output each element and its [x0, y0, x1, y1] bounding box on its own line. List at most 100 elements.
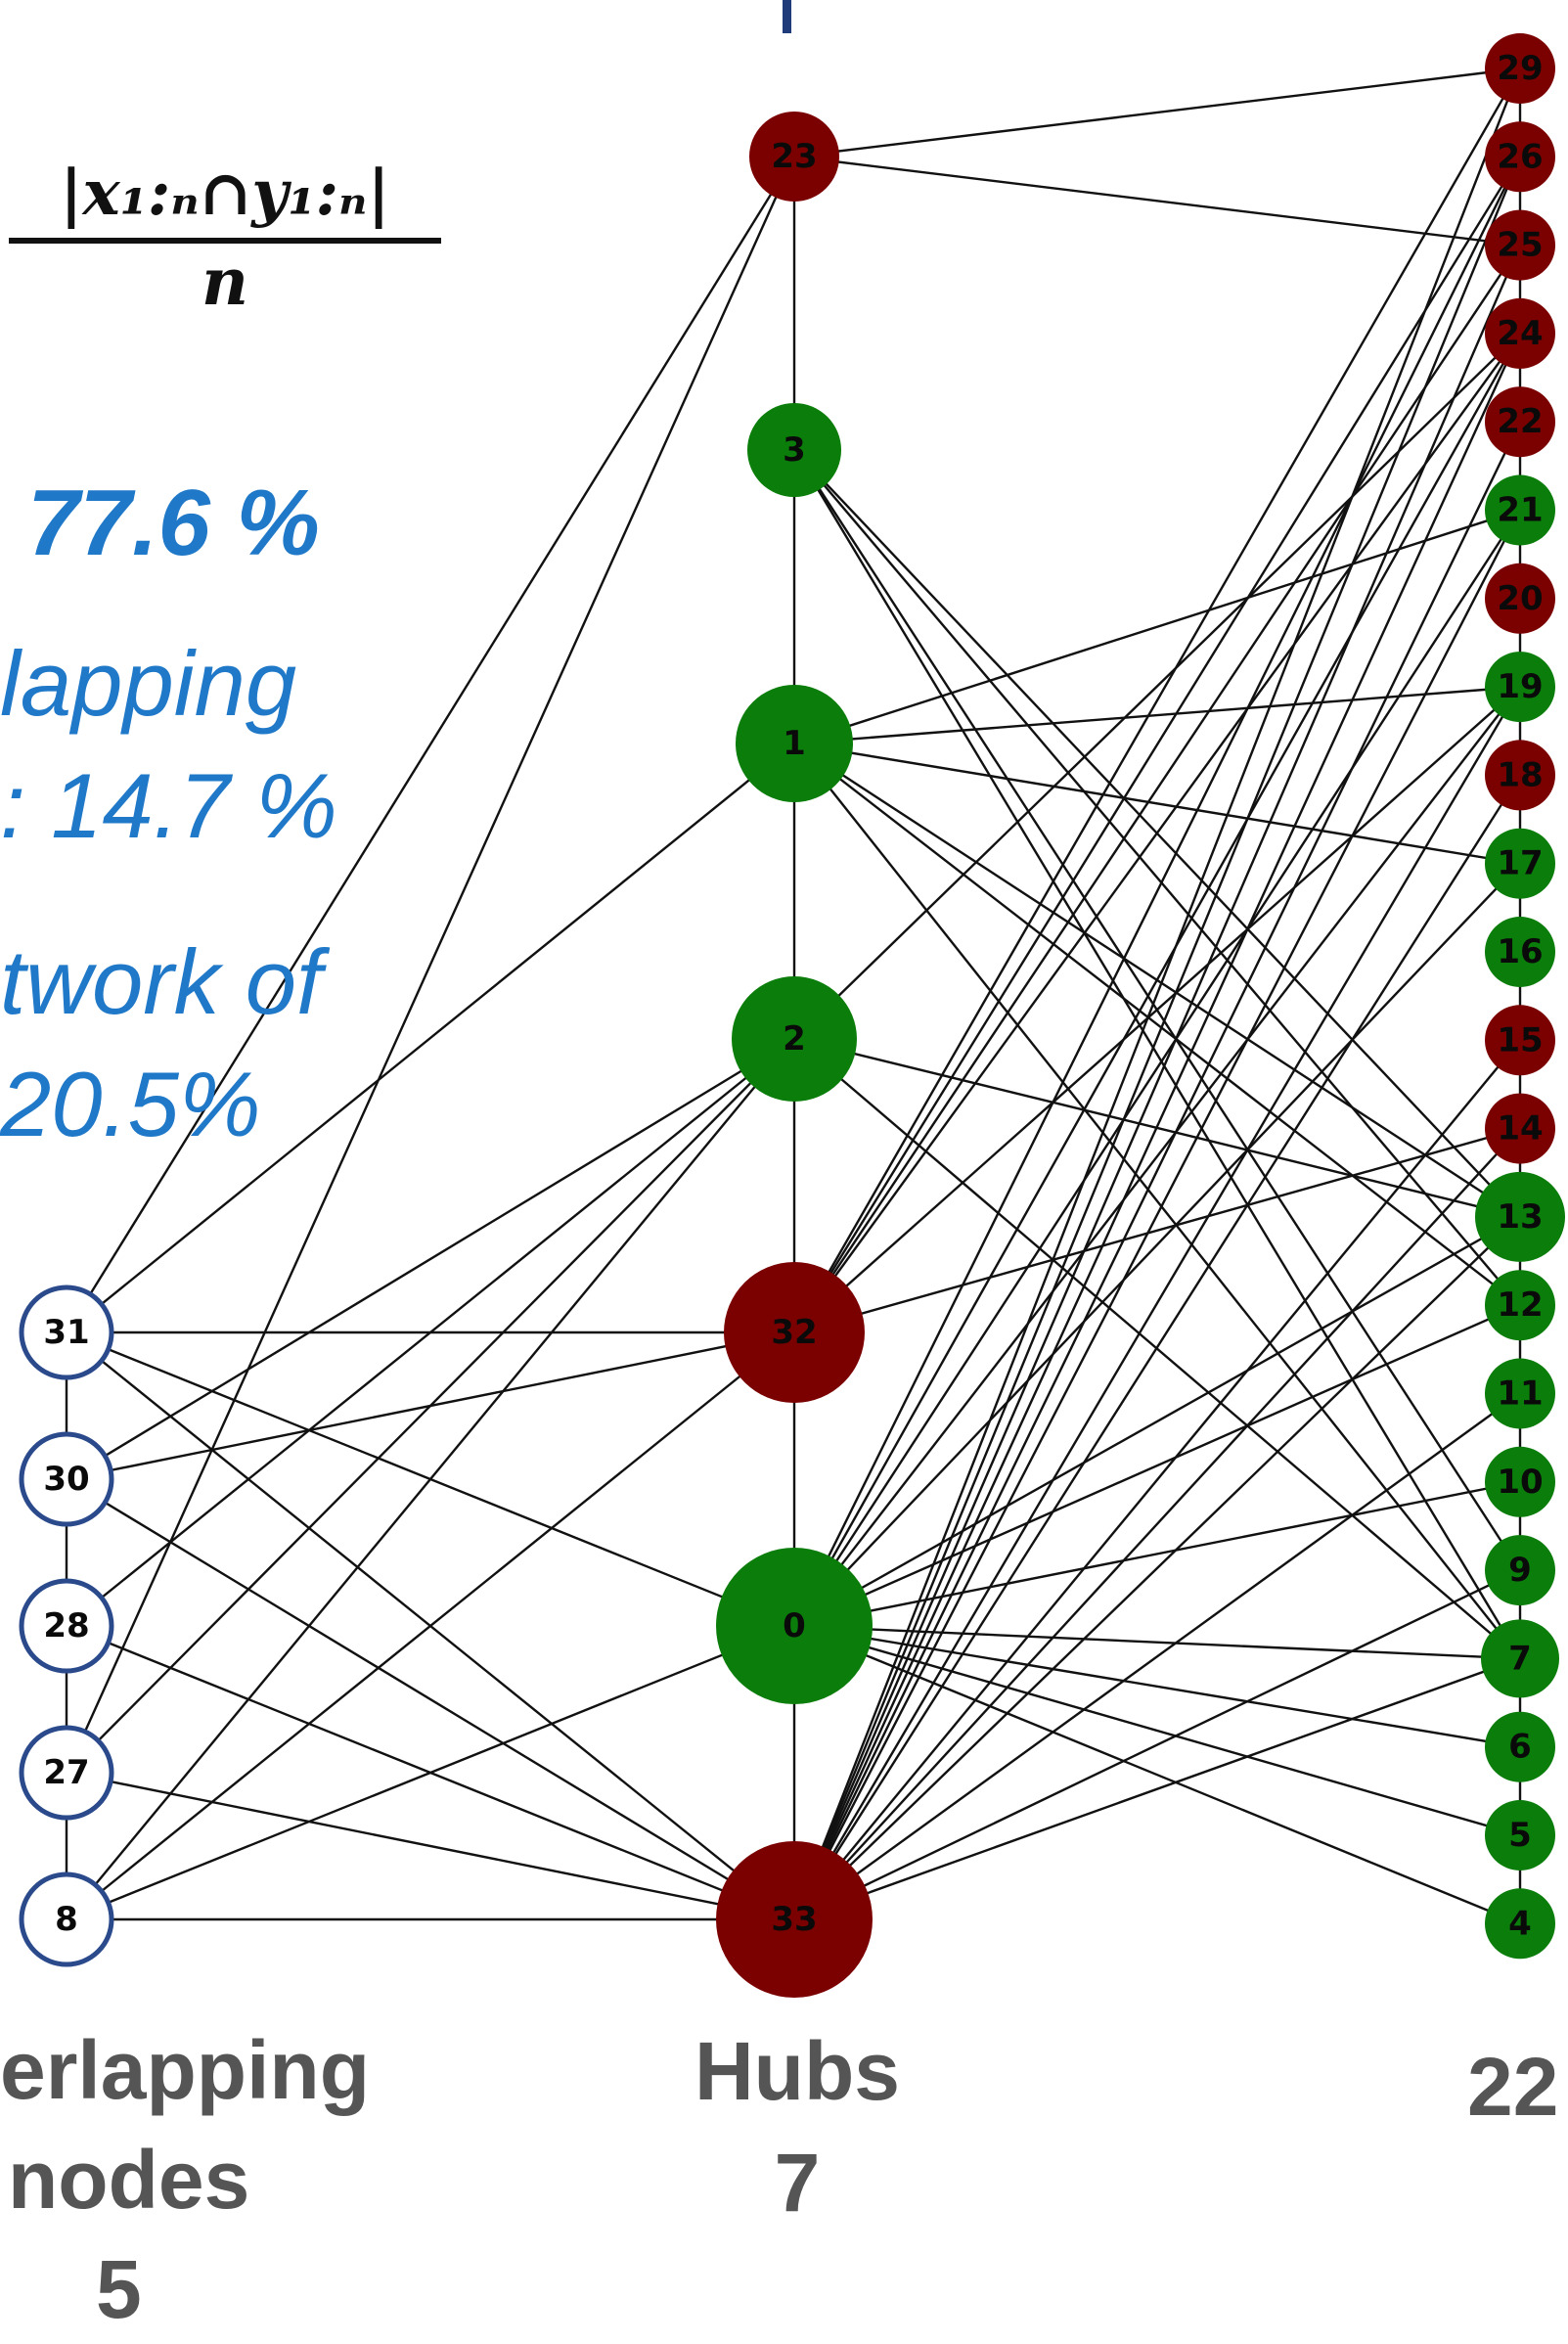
- right-node-26: 26: [1485, 121, 1555, 193]
- hub-node-3: 3: [747, 403, 841, 497]
- node-label-27: 27: [43, 1753, 89, 1792]
- node-label-4: 4: [1508, 1904, 1532, 1943]
- edge-33-21: [792, 509, 1522, 1920]
- edge-32-24: [793, 333, 1521, 1333]
- right-column-label: 22: [1467, 2040, 1568, 2135]
- right-node-7: 7: [1481, 1619, 1559, 1698]
- edge-1-7: [793, 743, 1521, 1660]
- node-label-26: 26: [1497, 137, 1543, 176]
- node-label-23: 23: [771, 137, 817, 176]
- edge-33-22: [792, 421, 1522, 1920]
- edge-2-24: [793, 333, 1521, 1040]
- right-node-10: 10: [1485, 1446, 1555, 1517]
- node-circle-6: [1485, 1711, 1555, 1782]
- node-circle-33: [716, 1841, 873, 1998]
- node-label-11: 11: [1497, 1375, 1543, 1414]
- overlap-node-30: 30: [19, 1431, 114, 1527]
- overlap-node-27: 27: [19, 1725, 114, 1821]
- edge-1-12: [793, 743, 1521, 1307]
- overlap-label-line2: nodes: [8, 2134, 250, 2226]
- edge-3-7: [792, 449, 1522, 1660]
- right-node-4: 4: [1485, 1888, 1555, 1960]
- node-label-5: 5: [1508, 1816, 1532, 1855]
- node-circle-12: [1485, 1270, 1555, 1341]
- edge-0-6: [793, 1624, 1521, 1748]
- edge-27-33: [66, 1771, 795, 1921]
- node-circle-10: [1485, 1446, 1555, 1517]
- edge-28-2: [66, 1038, 795, 1627]
- edge-32-25: [793, 244, 1521, 1333]
- node-circle-5: [1485, 1800, 1555, 1871]
- node-label-19: 19: [1497, 667, 1543, 706]
- edge-30-33: [66, 1477, 795, 1921]
- edge-0-17: [793, 862, 1521, 1627]
- node-circle-19: [1485, 652, 1555, 723]
- edge-0-26: [792, 156, 1522, 1627]
- formula-denominator: n: [202, 244, 248, 320]
- node-label-15: 15: [1497, 1020, 1543, 1059]
- node-label-30: 30: [43, 1460, 89, 1499]
- node-circle-24: [1485, 297, 1555, 369]
- stat-text-3-line2: 20.5%: [0, 1053, 261, 1155]
- right-node-25: 25: [1485, 209, 1555, 281]
- node-circle-2: [732, 976, 857, 1102]
- node-label-22: 22: [1497, 402, 1543, 441]
- edge-33-24: [792, 333, 1522, 1920]
- node-label-13: 13: [1497, 1197, 1543, 1237]
- node-label-25: 25: [1497, 226, 1543, 265]
- edge-33-15: [793, 1039, 1521, 1920]
- formula-bar: [9, 238, 441, 244]
- node-label-3: 3: [783, 430, 806, 470]
- edge-0-24: [792, 333, 1522, 1627]
- formula: |x₁:ₙ∩y₁:ₙ| n: [0, 157, 450, 320]
- right-node-6: 6: [1485, 1711, 1555, 1782]
- node-label-2: 2: [783, 1019, 806, 1059]
- node-circle-1: [736, 685, 853, 802]
- edge-33-7: [793, 1657, 1521, 1921]
- edge-0-4: [793, 1624, 1521, 1925]
- node-label-18: 18: [1497, 755, 1543, 794]
- edge-27-2: [66, 1038, 795, 1774]
- node-circle-31: [19, 1285, 114, 1380]
- edge-30-2: [66, 1037, 795, 1481]
- node-label-9: 9: [1508, 1551, 1532, 1590]
- node-circle-30: [19, 1431, 114, 1527]
- node-circle-21: [1485, 474, 1555, 546]
- edge-31-23: [65, 156, 796, 1333]
- node-circle-11: [1485, 1358, 1555, 1429]
- node-label-29: 29: [1497, 49, 1543, 88]
- edge-0-13: [793, 1215, 1521, 1628]
- node-circle-29: [1485, 33, 1555, 104]
- hub-node-1: 1: [736, 685, 853, 802]
- node-circle-3: [747, 403, 841, 497]
- node-label-7: 7: [1508, 1639, 1532, 1678]
- nodes-layer: 0123456789101112131415161718192021222324…: [19, 33, 1565, 1998]
- node-label-14: 14: [1497, 1109, 1543, 1149]
- edges-layer: [65, 67, 1522, 1925]
- node-label-28: 28: [43, 1606, 89, 1645]
- node-label-33: 33: [771, 1900, 817, 1939]
- hub-node-0: 0: [716, 1548, 873, 1704]
- formula-numerator: |x₁:ₙ∩y₁:ₙ|: [60, 157, 390, 230]
- right-node-16: 16: [1485, 917, 1555, 987]
- node-circle-8: [19, 1871, 114, 1967]
- edge-23-29: [793, 67, 1521, 158]
- edge-1-17: [793, 742, 1521, 865]
- edge-31-1: [66, 743, 795, 1333]
- right-node-9: 9: [1485, 1535, 1555, 1606]
- hub-node-32: 32: [724, 1262, 865, 1403]
- right-node-11: 11: [1485, 1358, 1555, 1429]
- stat-text-2-line2: : 14.7 %: [0, 754, 337, 857]
- right-node-12: 12: [1485, 1270, 1555, 1341]
- edge-27-23: [65, 156, 796, 1774]
- right-label-line1: 22: [1467, 2041, 1559, 2133]
- node-label-16: 16: [1497, 932, 1543, 971]
- edge-32-29: [792, 68, 1522, 1333]
- edge-23-25: [793, 155, 1521, 247]
- node-label-24: 24: [1497, 314, 1543, 353]
- edge-33-14: [793, 1127, 1521, 1920]
- node-circle-28: [19, 1578, 114, 1674]
- right-node-29: 29: [1485, 33, 1555, 104]
- edge-33-29: [792, 68, 1522, 1920]
- edge-0-21: [792, 509, 1522, 1627]
